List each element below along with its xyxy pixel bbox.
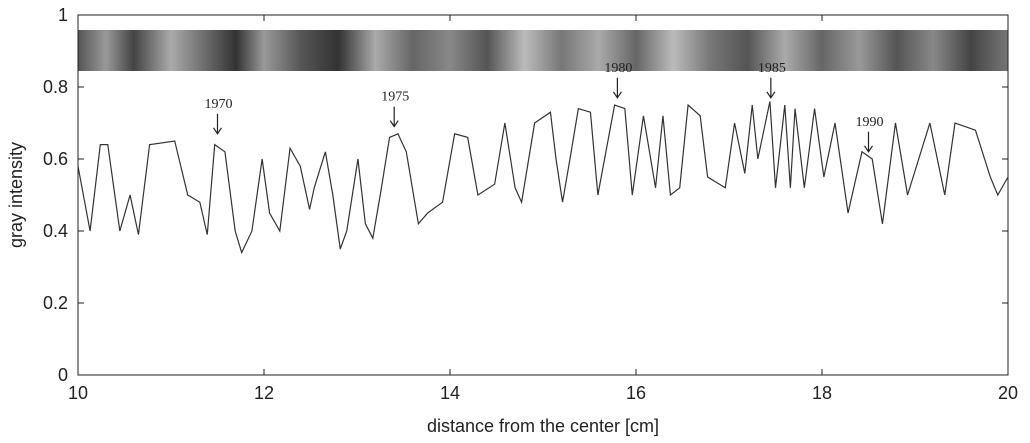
data-line xyxy=(77,101,1009,255)
y-tick-label: 0.6 xyxy=(43,149,68,169)
annotation-label: 1975 xyxy=(381,90,409,105)
x-tick-label: 20 xyxy=(998,383,1018,403)
y-tick-label: 0.4 xyxy=(43,221,68,241)
annotation-arrow xyxy=(864,131,873,153)
x-tick-label: 12 xyxy=(254,383,274,403)
y-axis-label: gray intensity xyxy=(6,142,26,248)
annotation-arrow xyxy=(213,113,222,135)
y-tick-label: 0 xyxy=(58,365,68,385)
annotation-label: 1990 xyxy=(856,115,884,130)
annotation-arrow xyxy=(612,77,622,99)
x-tick-label: 14 xyxy=(440,383,460,403)
y-tick-label: 1 xyxy=(58,5,68,25)
plot-frame xyxy=(77,14,1009,376)
ring-image xyxy=(78,30,1008,71)
y-tick-label: 0.2 xyxy=(43,293,68,313)
annotation-arrow xyxy=(766,77,776,99)
annotation-arrow xyxy=(389,106,399,128)
x-axis-label: distance from the center [cm] xyxy=(427,416,659,436)
x-tick-label: 18 xyxy=(812,383,832,403)
x-tick-label: 10 xyxy=(68,383,88,403)
annotation-label: 1985 xyxy=(758,61,786,76)
x-tick-label: 16 xyxy=(626,383,646,403)
annotation-label: 1970 xyxy=(205,97,233,112)
annotation-label: 1980 xyxy=(604,61,632,76)
y-tick-label: 0.8 xyxy=(43,77,68,97)
